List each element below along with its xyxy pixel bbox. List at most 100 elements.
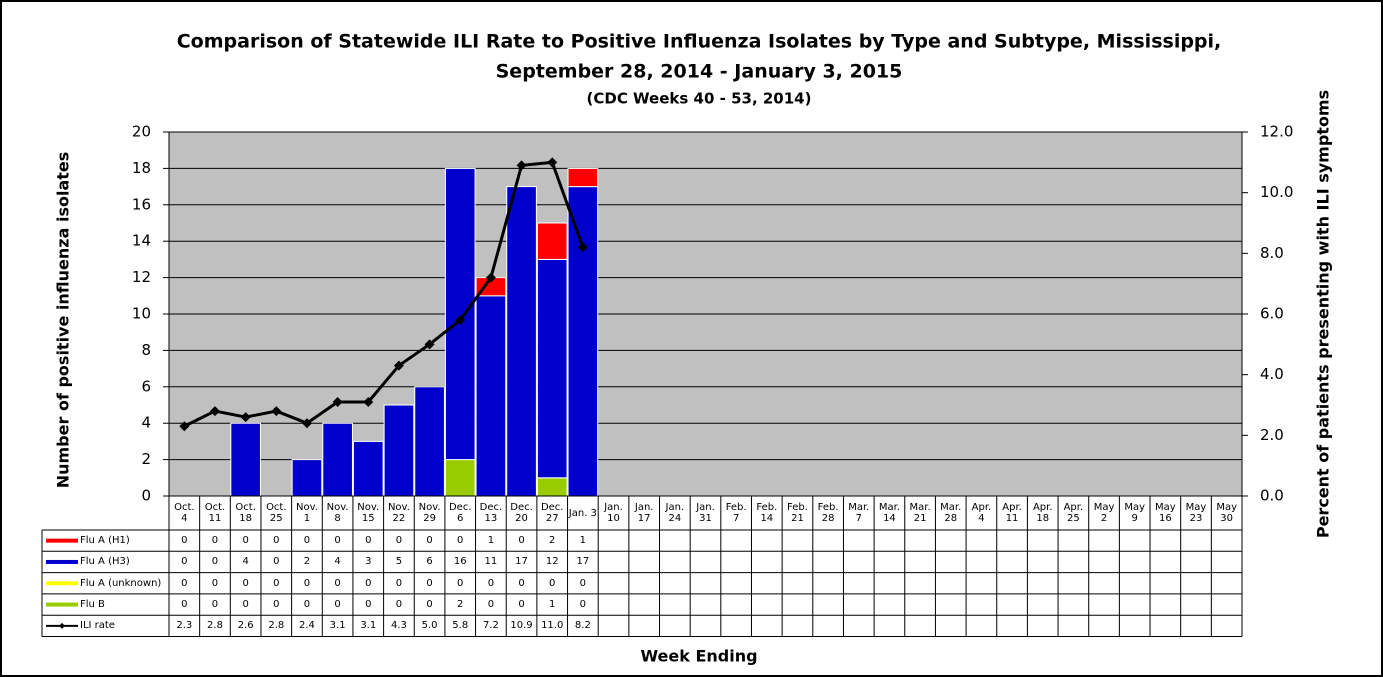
table-value: 17: [576, 556, 590, 568]
ili-marker: [547, 157, 558, 168]
legend-swatch: [46, 581, 78, 586]
table-value: 5.0: [421, 620, 438, 632]
table-value: 10.9: [510, 620, 533, 632]
bar-segment: [567, 186, 599, 497]
bar-segment: [291, 459, 323, 497]
ili-marker: [363, 396, 374, 407]
table-value: 3: [365, 556, 372, 568]
table-value: 0: [303, 599, 311, 611]
y2-tick-label: 10.0: [1260, 183, 1293, 201]
x-tick-label: Mar. 28: [940, 502, 962, 524]
bar-segment: [475, 295, 507, 497]
x-tick-label: Mar. 14: [878, 502, 900, 524]
y-tick-label: 2: [141, 450, 151, 468]
chart-note: (CDC Weeks 40 - 53, 2014): [587, 90, 812, 108]
table-value: 11.0: [541, 620, 564, 632]
table-value: 0: [242, 577, 249, 589]
y-tick-label: 8: [141, 341, 151, 359]
table-value: 2.3: [176, 620, 193, 632]
x-tick-label: Dec. 6: [448, 502, 472, 524]
ili-marker: [332, 396, 343, 407]
x-tick-label: Oct. 18: [235, 502, 256, 524]
y-tick-label: 14: [132, 232, 151, 250]
x-tick-label: Jan. 24: [665, 502, 685, 524]
chart-subtitle: September 28, 2014 - January 3, 2015: [496, 61, 903, 83]
table-value: 2: [457, 599, 464, 611]
legend-swatch: [46, 559, 78, 564]
bar-segment: [230, 422, 261, 497]
bar-segment: [536, 258, 568, 479]
ili-marker: [577, 242, 588, 253]
bar-segment: [322, 422, 353, 497]
x-tick-label: Oct. 4: [174, 502, 195, 524]
bar-segment: [536, 477, 568, 497]
table-value: 0: [273, 599, 280, 611]
x-tick-label: Dec. 27: [540, 502, 564, 524]
x-tick-label: Jan. 31: [696, 502, 715, 524]
table-value: 0: [181, 599, 188, 611]
table-value: 0: [426, 577, 433, 589]
x-tick-label: May 23: [1185, 502, 1207, 524]
y-tick-label: 0: [141, 487, 151, 505]
table-value: 0: [242, 599, 249, 611]
y-tick-label: 18: [132, 159, 151, 177]
bar-segment: [444, 167, 476, 461]
x-tick-label: Nov. 29: [418, 502, 441, 524]
table-value: 3.1: [329, 620, 346, 632]
x-tick-label: Jan. 3: [568, 507, 597, 519]
ili-marker: [424, 339, 435, 350]
x-tick-label: Apr. 25: [1063, 502, 1084, 524]
x-tick-label: Feb. 7: [725, 502, 747, 524]
table-value: 2.8: [207, 620, 223, 632]
ili-marker: [516, 160, 527, 171]
table-value: 0: [211, 535, 219, 547]
table-value: 2.8: [268, 620, 285, 632]
x-tick-label: Mar. 7: [848, 502, 870, 524]
x-tick-label: Nov. 8: [326, 502, 349, 524]
x-tick-label: May 9: [1124, 502, 1146, 524]
x-tick-label: Apr. 11: [1002, 502, 1022, 524]
table-value: 5: [395, 556, 403, 568]
y-tick-label: 10: [132, 305, 151, 323]
x-tick-label: May 2: [1093, 502, 1115, 524]
table-value: 0: [518, 599, 525, 611]
table-value: 12: [545, 556, 559, 568]
y2-tick-label: 6.0: [1260, 305, 1284, 323]
table-value: 0: [334, 577, 341, 589]
ili-marker: [179, 421, 190, 432]
y-axis-title: Number of positive influenza isolates: [54, 152, 73, 489]
y2-tick-label: 12.0: [1260, 123, 1293, 141]
table-value: 0: [487, 577, 495, 589]
x-tick-label: Mar. 21: [909, 502, 931, 524]
table-value: 0: [211, 577, 219, 589]
table-value: 1: [579, 535, 587, 547]
table-value: 0: [395, 599, 403, 611]
table-value: 2: [549, 535, 556, 547]
legend-label: ILI rate: [80, 620, 115, 632]
table-value: 6: [426, 556, 433, 568]
y2-tick-label: 4.0: [1260, 365, 1284, 383]
x-tick-label: Nov. 22: [387, 502, 410, 524]
table-value: 2.4: [299, 620, 315, 632]
table-value: 16: [453, 556, 467, 568]
table-value: 0: [487, 599, 495, 611]
y-tick-label: 4: [141, 414, 151, 432]
legend-swatch: [46, 538, 78, 543]
table-value: 0: [426, 535, 433, 547]
x-tick-label: Apr. 4: [971, 502, 992, 524]
table-value: 0: [579, 577, 587, 589]
x-tick-label: May 16: [1155, 502, 1176, 524]
y-tick-label: 6: [141, 377, 151, 395]
bar-segment: [506, 186, 537, 497]
y2-tick-label: 8.0: [1260, 244, 1284, 262]
ili-marker: [271, 406, 282, 417]
y-tick-label: 20: [132, 123, 151, 141]
table-value: 4.3: [390, 620, 407, 632]
ili-marker: [209, 406, 220, 417]
legend-label: Flu A (H1): [80, 535, 130, 547]
table-value: 7.2: [482, 620, 499, 632]
table-value: 0: [211, 599, 219, 611]
table-value: 17: [515, 556, 528, 568]
x-tick-label: Feb. 28: [817, 502, 839, 524]
x-tick-label: May 30: [1216, 502, 1237, 524]
